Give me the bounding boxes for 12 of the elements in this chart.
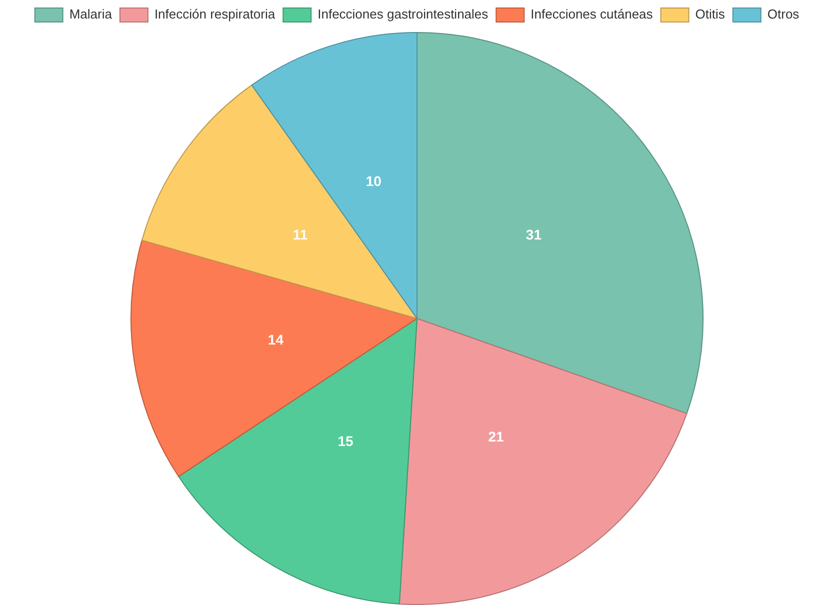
legend-label: Infecciones gastrointestinales <box>318 6 489 22</box>
legend-label: Malaria <box>69 6 113 22</box>
data-label: 15 <box>338 433 354 450</box>
legend-label: Otros <box>767 6 800 22</box>
data-label: 31 <box>526 226 542 243</box>
legend-label: Infección respiratoria <box>154 6 276 22</box>
data-label: 21 <box>488 428 504 445</box>
legend-label: Otitis <box>695 6 726 22</box>
data-label: 14 <box>268 331 284 348</box>
legend-label: Infecciones cutáneas <box>530 6 654 22</box>
data-label: 11 <box>292 226 308 243</box>
data-label: 10 <box>366 173 382 190</box>
